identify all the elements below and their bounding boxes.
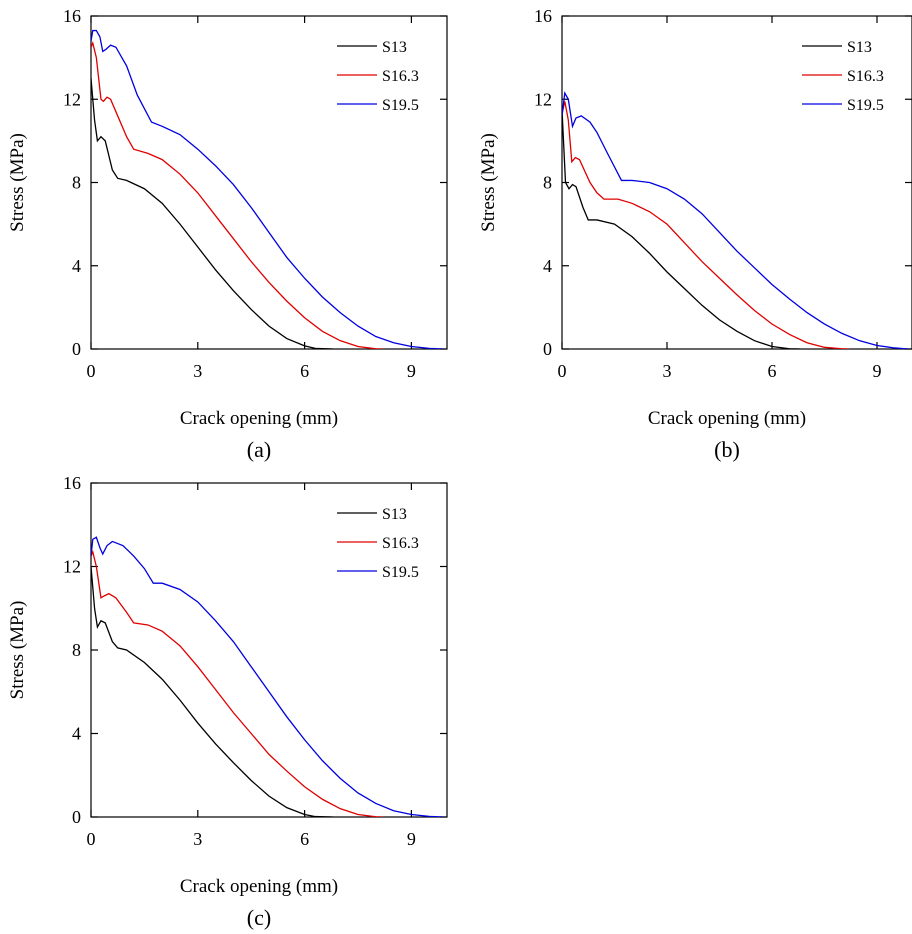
series-line-s16-3 (91, 549, 383, 817)
y-tick-label: 12 (534, 89, 552, 109)
legend-label: S13 (382, 39, 407, 56)
y-tick-label: 4 (72, 724, 81, 744)
y-axis-label: Stress (MPa) (478, 133, 499, 232)
x-tick-label: 3 (193, 361, 202, 381)
legend-label: S16.3 (847, 68, 884, 85)
x-tick-label: 0 (558, 361, 567, 381)
y-tick-label: 0 (72, 339, 81, 359)
series-line-s13 (91, 78, 334, 349)
chart-panel: 0 4 8 12 16 0 3 6 9 Crack opening (mm) Stress (MPa… (7, 473, 448, 930)
x-tick-label: 6 (300, 829, 309, 849)
y-tick-label: 16 (63, 6, 81, 26)
legend-label: S19.5 (382, 564, 419, 581)
series-line-s19-5 (91, 29, 444, 349)
plot-frame (561, 15, 912, 350)
legend-label: S13 (847, 39, 872, 56)
y-tick-label: 8 (72, 640, 81, 660)
panel-caption: (b) (714, 437, 740, 462)
y-tick-label: 16 (63, 473, 81, 493)
panel-caption: (c) (247, 905, 271, 930)
y-axis-label: Stress (MPa) (7, 601, 28, 700)
y-tick-label: 8 (543, 173, 552, 193)
x-tick-label: 6 (768, 361, 777, 381)
x-tick-label: 6 (300, 361, 309, 381)
series-line-s19-5 (562, 90, 909, 349)
legend-label: S16.3 (382, 535, 419, 552)
legend-label: S13 (382, 506, 407, 523)
x-axis-label: Crack opening (mm) (180, 876, 338, 897)
x-axis-label: Crack opening (mm) (648, 408, 806, 429)
y-tick-label: 0 (543, 339, 552, 359)
y-tick-label: 4 (72, 256, 81, 276)
legend-label: S19.5 (382, 97, 419, 114)
x-tick-label: 9 (407, 361, 416, 381)
x-tick-label: 9 (873, 361, 882, 381)
series-line-s16-3 (562, 101, 850, 349)
series-line-s13 (562, 109, 801, 349)
y-tick-label: 0 (72, 807, 81, 827)
y-tick-label: 4 (543, 256, 552, 276)
y-tick-label: 12 (63, 557, 81, 577)
x-tick-label: 0 (87, 829, 96, 849)
series-line-s19-5 (91, 536, 444, 817)
plot-frame (90, 15, 448, 350)
series-line-s13 (91, 566, 334, 817)
y-tick-label: 8 (72, 173, 81, 193)
x-axis-label: Crack opening (mm) (180, 408, 338, 429)
x-tick-label: 0 (87, 361, 96, 381)
legend-label: S19.5 (847, 97, 884, 114)
y-axis-label: Stress (MPa) (7, 133, 28, 232)
chart-panel: 0 4 8 12 16 0 3 6 9 Crack opening (mm) Stress (MPa… (478, 6, 912, 462)
x-tick-label: 9 (407, 829, 416, 849)
y-tick-label: 16 (534, 6, 552, 26)
panel-caption: (a) (247, 437, 271, 462)
x-tick-label: 3 (193, 829, 202, 849)
legend-label: S16.3 (382, 68, 419, 85)
y-tick-label: 12 (63, 89, 81, 109)
chart-panel: 0 4 8 12 16 0 3 6 9 Crack opening (mm) Stress (MPa… (7, 6, 448, 462)
plot-frame (90, 482, 448, 818)
series-line-s16-3 (91, 41, 383, 349)
x-tick-label: 3 (663, 361, 672, 381)
